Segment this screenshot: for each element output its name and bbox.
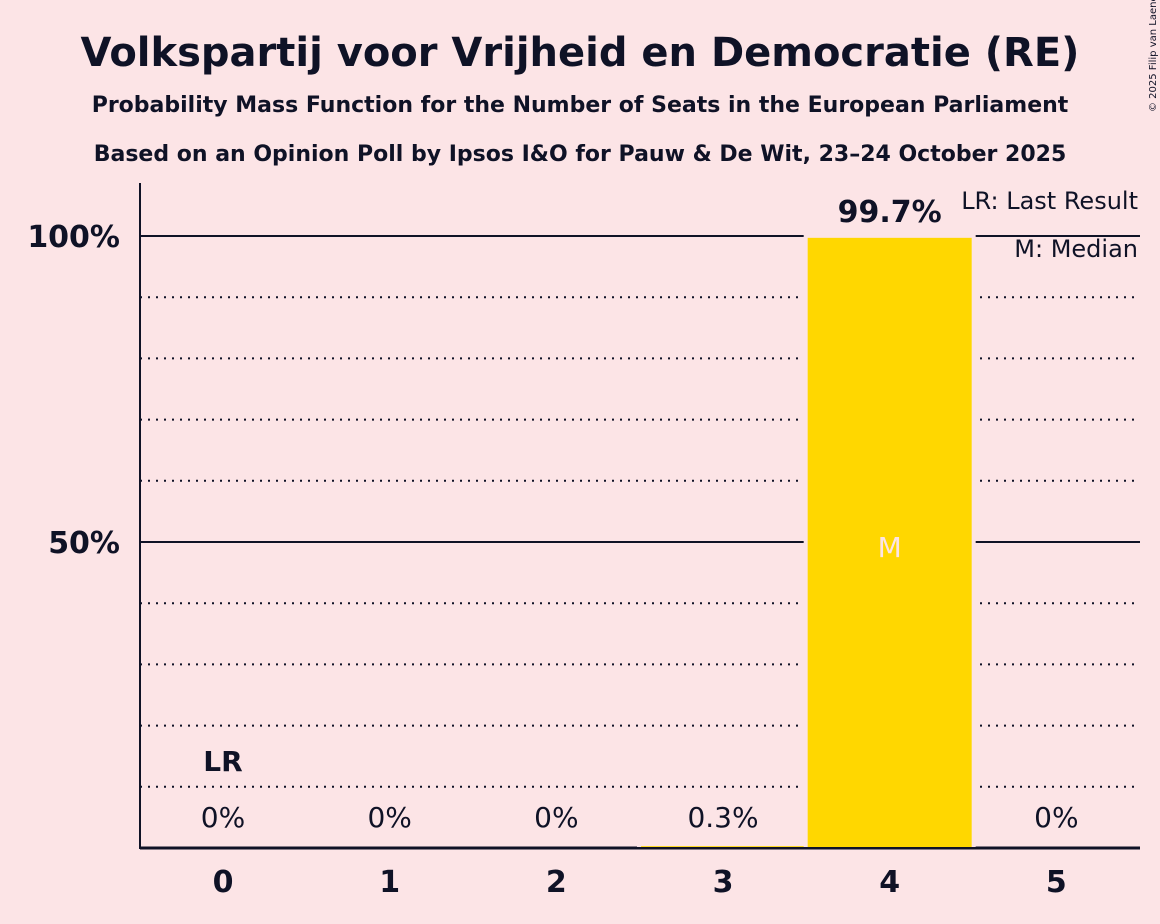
legend-last-result: LR: Last Result	[961, 187, 1138, 215]
x-tick-label: 1	[379, 865, 400, 900]
chart-subtitle: Probability Mass Function for the Number…	[92, 93, 1069, 118]
data-label: 0%	[1034, 801, 1078, 834]
data-label: 0%	[367, 801, 411, 834]
bar-gap	[637, 843, 810, 847]
data-label: 0%	[534, 801, 578, 834]
data-label: 0.3%	[687, 801, 758, 834]
last-result-marker: LR	[203, 745, 242, 778]
data-label: 99.7%	[838, 195, 942, 230]
legend-median: M: Median	[1014, 235, 1138, 263]
x-tick-label: 4	[879, 865, 900, 900]
copyright: © 2025 Filip van Laenen	[1148, 0, 1159, 112]
x-tick-label: 0	[213, 865, 234, 900]
chart-title: Volkspartij voor Vrijheid en Democratie …	[81, 30, 1080, 76]
y-tick-label: 50%	[48, 526, 120, 561]
bar-4	[807, 237, 972, 847]
x-tick-label: 3	[713, 865, 734, 900]
y-tick-label: 100%	[27, 220, 120, 255]
data-label: 0%	[201, 801, 245, 834]
x-tick-label: 5	[1046, 865, 1067, 900]
chart-subtitle-2: Based on an Opinion Poll by Ipsos I&O fo…	[94, 142, 1067, 167]
x-tick-label: 2	[546, 865, 567, 900]
bar-3	[641, 846, 806, 847]
median-marker: M	[878, 531, 902, 564]
